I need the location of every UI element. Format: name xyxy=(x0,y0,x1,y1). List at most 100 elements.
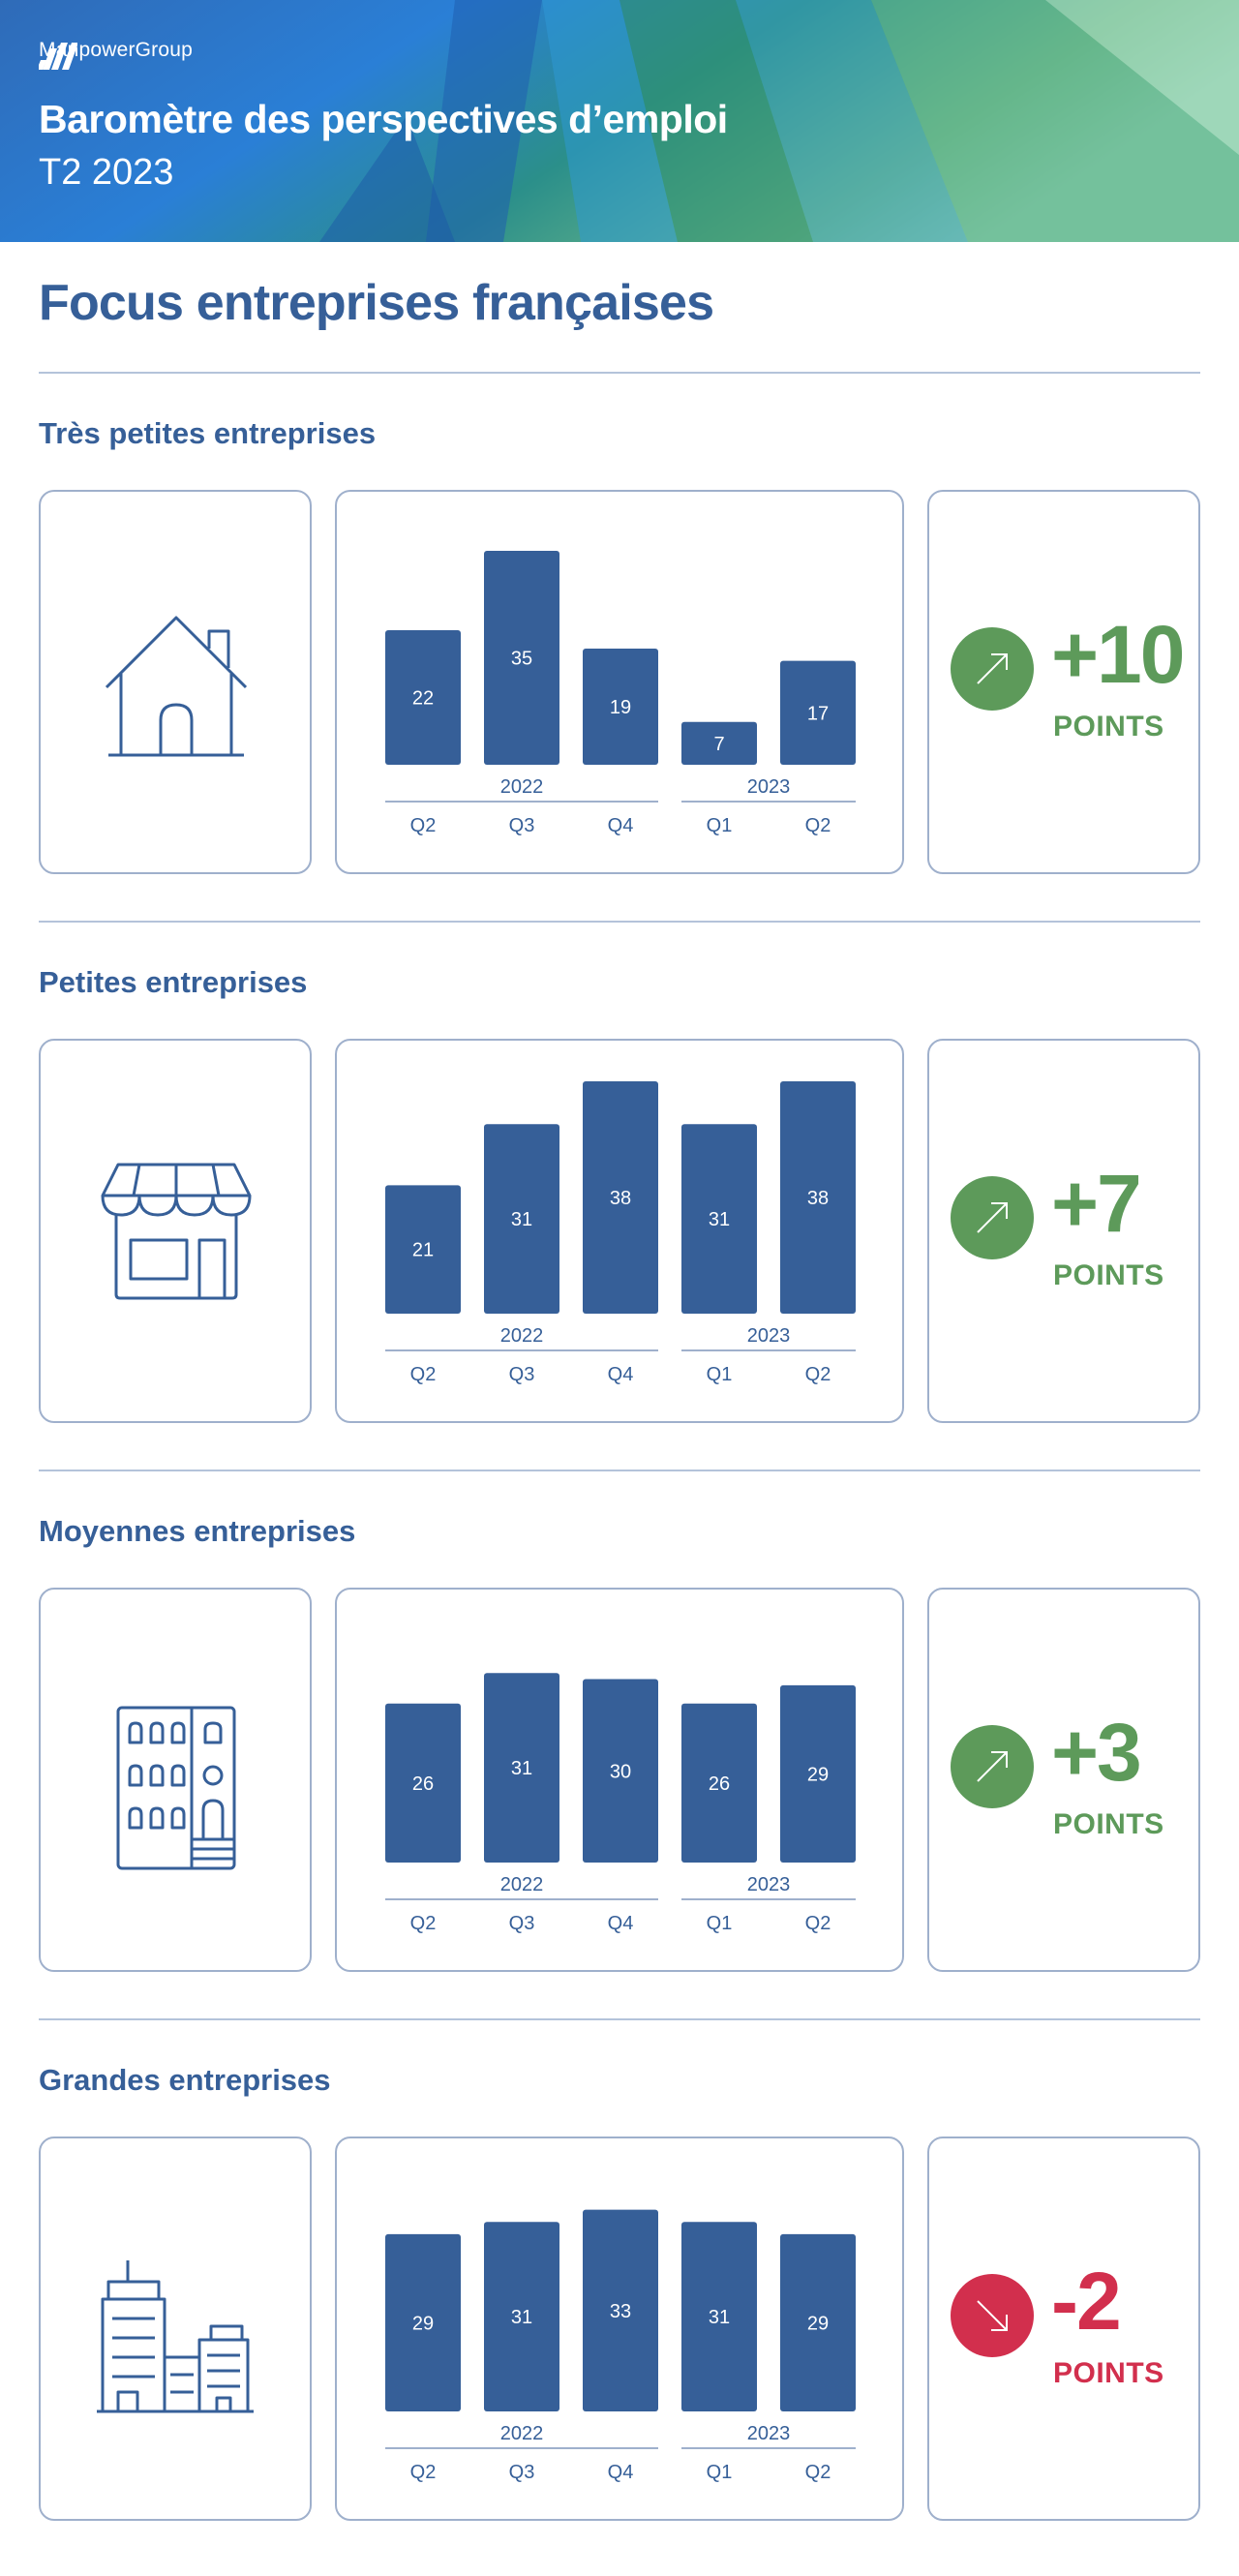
x-tick-label: Q2 xyxy=(805,1913,831,1934)
year-label: 2023 xyxy=(747,2423,791,2444)
bar xyxy=(681,2222,757,2411)
x-tick-label: Q3 xyxy=(509,1913,535,1934)
x-tick-label: Q3 xyxy=(509,2462,535,2483)
section-title: Moyennes entreprises xyxy=(39,1514,356,1548)
change-card: +7 POINTS xyxy=(927,1039,1200,1423)
bar-value-label: 17 xyxy=(807,703,829,724)
bar-value-label: 31 xyxy=(511,1758,532,1779)
bar-value-label: 29 xyxy=(807,1764,829,1785)
change-unit: POINTS xyxy=(1053,1259,1164,1291)
bar-value-label: 19 xyxy=(610,697,631,718)
x-tick-label: Q4 xyxy=(608,1364,634,1385)
bar xyxy=(780,1081,856,1314)
year-label: 2022 xyxy=(500,776,544,798)
change-unit: POINTS xyxy=(1053,711,1164,742)
bar-value-label: 30 xyxy=(610,1761,631,1782)
trend-badge xyxy=(951,2274,1034,2357)
bar-value-label: 38 xyxy=(807,1188,829,1209)
building-icon xyxy=(116,1706,236,1870)
x-tick-label: Q1 xyxy=(707,1913,733,1934)
section-title: Grandes entreprises xyxy=(39,2063,331,2097)
bar-chart: 22 Q2 35 Q3 19 Q4 7 Q1 17 Q2 2022 2023 xyxy=(385,550,856,836)
bar xyxy=(681,1124,757,1314)
arrow-up-right-icon xyxy=(977,653,1008,684)
divider xyxy=(39,921,1200,923)
bar-value-label: 29 xyxy=(807,2313,829,2334)
bar xyxy=(780,2233,856,2411)
change-card: -2 POINTS xyxy=(927,2137,1200,2521)
bar xyxy=(583,1081,658,1314)
change-card: +3 POINTS xyxy=(927,1588,1200,1972)
header-title: Baromètre des perspectives d’emploi xyxy=(39,97,728,141)
bar-chart: 21 Q2 31 Q3 38 Q4 31 Q1 38 Q2 2022 2023 xyxy=(385,1081,856,1385)
bar xyxy=(484,1124,559,1314)
chart-card: 29 Q2 31 Q3 33 Q4 31 Q1 29 Q2 2022 2023 xyxy=(335,2137,904,2521)
section-title: Petites entreprises xyxy=(39,965,308,999)
header-subtitle: T2 2023 xyxy=(39,152,174,193)
bar xyxy=(681,721,757,765)
x-tick-label: Q2 xyxy=(410,1364,437,1385)
bar xyxy=(681,1703,757,1863)
x-tick-label: Q2 xyxy=(410,1913,437,1934)
x-tick-label: Q2 xyxy=(805,2462,831,2483)
change-unit: POINTS xyxy=(1053,2357,1164,2389)
x-tick-label: Q1 xyxy=(707,815,733,836)
page-title: Focus entreprises françaises xyxy=(39,275,714,331)
bar-value-label: 26 xyxy=(709,1773,730,1795)
bar xyxy=(484,2222,559,2411)
header-banner: ManpowerGroup Baromètre des perspectives… xyxy=(0,0,1239,242)
bar-chart: 26 Q2 31 Q3 30 Q4 26 Q1 29 Q2 2022 2023 xyxy=(385,1673,856,1934)
x-tick-label: Q4 xyxy=(608,815,634,836)
bar-value-label: 31 xyxy=(709,2307,730,2328)
change-unit: POINTS xyxy=(1053,1808,1164,1840)
x-tick-label: Q1 xyxy=(707,1364,733,1385)
year-label: 2022 xyxy=(500,1325,544,1347)
x-tick-label: Q3 xyxy=(509,815,535,836)
divider xyxy=(39,372,1200,374)
bar-value-label: 31 xyxy=(709,1209,730,1230)
bar-value-label: 22 xyxy=(412,688,434,710)
icon-card xyxy=(39,1588,312,1972)
bar-value-label: 29 xyxy=(412,2313,434,2334)
change-card: +10 POINTS xyxy=(927,490,1200,874)
bar xyxy=(780,660,856,765)
year-label: 2023 xyxy=(747,1874,791,1895)
brand-logo: ManpowerGroup xyxy=(39,39,193,70)
arrow-up-right-icon xyxy=(977,1202,1008,1233)
divider xyxy=(39,2018,1200,2020)
x-tick-label: Q4 xyxy=(608,2462,634,2483)
bar-value-label: 31 xyxy=(511,2307,532,2328)
bar xyxy=(385,1185,461,1314)
year-label: 2023 xyxy=(747,776,791,798)
bar-value-label: 21 xyxy=(412,1240,434,1261)
office-buildings-icon xyxy=(97,2260,254,2413)
bar xyxy=(385,2233,461,2411)
manpower-logo-icon xyxy=(39,43,77,70)
year-label: 2022 xyxy=(500,2423,544,2444)
trend-badge xyxy=(951,1725,1034,1808)
x-tick-label: Q2 xyxy=(805,1364,831,1385)
change-value: -2 xyxy=(1051,2256,1122,2347)
trend-badge xyxy=(951,627,1034,711)
chart-card: 26 Q2 31 Q3 30 Q4 26 Q1 29 Q2 2022 2023 xyxy=(335,1588,904,1972)
bar xyxy=(583,649,658,765)
bar-chart: 29 Q2 31 Q3 33 Q4 31 Q1 29 Q2 2022 2023 xyxy=(385,2209,856,2483)
bar-value-label: 26 xyxy=(412,1773,434,1795)
x-tick-label: Q3 xyxy=(509,1364,535,1385)
trend-badge xyxy=(951,1176,1034,1259)
house-icon xyxy=(105,616,248,757)
bar xyxy=(583,1679,658,1863)
bar xyxy=(385,1703,461,1863)
bar-value-label: 33 xyxy=(610,2301,631,2322)
x-tick-label: Q1 xyxy=(707,2462,733,2483)
section-title: Très petites entreprises xyxy=(39,416,377,450)
year-label: 2022 xyxy=(500,1874,544,1895)
x-tick-label: Q2 xyxy=(805,815,831,836)
bar xyxy=(385,630,461,765)
arrow-down-right-icon xyxy=(977,2300,1008,2331)
change-value: +10 xyxy=(1051,609,1185,700)
chart-card: 22 Q2 35 Q3 19 Q4 7 Q1 17 Q2 2022 2023 xyxy=(335,490,904,874)
bar-value-label: 7 xyxy=(713,734,724,755)
divider xyxy=(39,1470,1200,1471)
shop-icon xyxy=(101,1163,252,1300)
